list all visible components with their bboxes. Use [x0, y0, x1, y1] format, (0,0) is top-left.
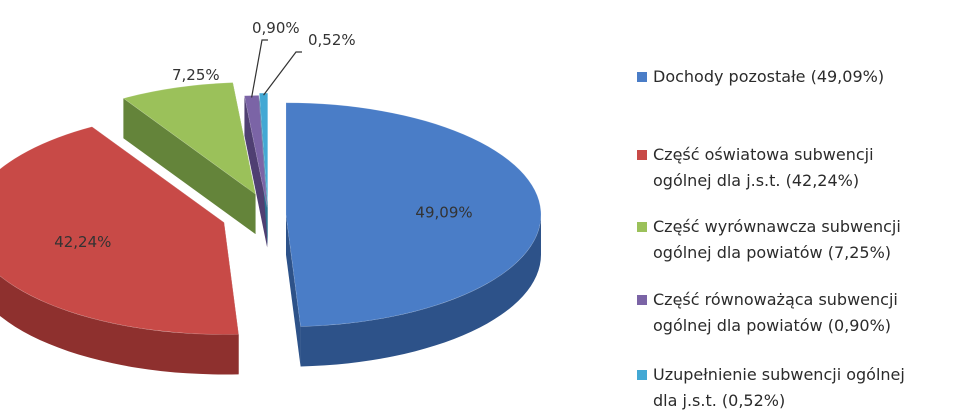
pie-slice	[285, 102, 542, 327]
slice-label: 42,24%	[54, 233, 111, 251]
legend-entry: dla j.s.t. (0,52%)	[653, 391, 785, 410]
pie-tops	[0, 82, 542, 335]
leader-line	[251, 39, 268, 98]
pie-slice-side	[0, 275, 239, 375]
slice-label: 0,90%	[252, 19, 300, 37]
pie-slice	[259, 92, 269, 206]
pie-slice-cut	[123, 98, 256, 235]
slice-label: 0,52%	[308, 31, 356, 49]
slice-label: 49,09%	[415, 204, 472, 222]
pie-slice-cut	[244, 95, 268, 248]
legend-swatch	[637, 222, 647, 232]
legend-swatch	[637, 72, 647, 82]
legend-entry: ogólnej dla powiatów (0,90%)	[653, 316, 891, 335]
legend-swatch	[637, 370, 647, 380]
legend-swatch	[637, 295, 647, 305]
legend-entry: ogólnej dla powiatów (7,25%)	[653, 243, 891, 262]
leader-lines	[251, 39, 302, 98]
pie-slice-side	[300, 214, 541, 367]
legend-entry: Część wyrównawcza subwencji	[653, 217, 901, 236]
legend-entry: Część równoważąca subwencji	[653, 290, 898, 309]
legend: Dochody pozostałe (49,09%) Część oświatow…	[637, 67, 905, 410]
legend-entry: Część oświatowa subwencji	[653, 145, 874, 164]
legend-entry: Dochody pozostałe (49,09%)	[653, 67, 884, 86]
slice-labels: 49,09% 42,24% 7,25% 0,90% 0,52%	[54, 19, 472, 251]
legend-swatch	[637, 150, 647, 160]
legend-entry: ogólnej dla j.s.t. (42,24%)	[653, 171, 859, 190]
pie-slice-cut	[285, 214, 301, 367]
slice-label: 7,25%	[172, 66, 220, 84]
pie-slice	[122, 82, 256, 195]
legend-entry: Uzupełnienie subwencji ogólnej	[653, 365, 905, 384]
pie-slice	[0, 126, 239, 335]
leader-line	[263, 51, 302, 96]
